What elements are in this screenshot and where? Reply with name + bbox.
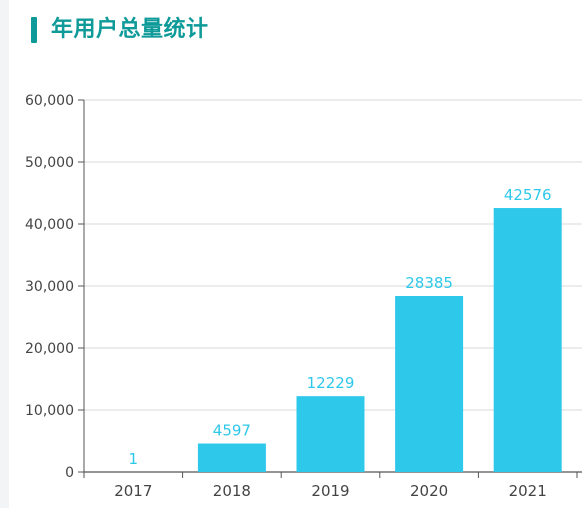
x-tick-label-2020: 2020 [410,482,448,500]
x-tick-label-2019: 2019 [311,482,349,500]
y-tick-label: 0 [65,465,74,481]
bar-2021 [494,208,562,472]
data-label-2019: 12229 [307,374,355,392]
bar-2019 [297,396,365,472]
y-tick-label: 50,000 [25,155,74,171]
x-tick-label-2018: 2018 [213,482,251,500]
y-tick-label: 10,000 [25,403,74,419]
data-label-2018: 4597 [213,421,251,439]
bar-2018 [198,443,266,472]
data-label-2017: 1 [129,450,139,468]
y-tick-label: 60,000 [25,93,74,109]
bar-2020 [395,296,463,472]
y-tick-label: 40,000 [25,217,74,233]
x-tick-label-2021: 2021 [509,482,547,500]
y-tick-label: 30,000 [25,279,74,295]
y-tick-label: 20,000 [25,341,74,357]
data-label-2020: 28385 [405,274,453,292]
data-label-2021: 42576 [504,186,552,204]
x-tick-label-2017: 2017 [114,482,152,500]
